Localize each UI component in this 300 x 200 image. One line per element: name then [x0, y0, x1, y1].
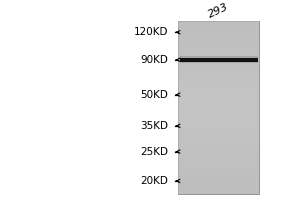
Text: 20KD: 20KD [140, 176, 168, 186]
Bar [178, 33, 259, 36]
Bar [178, 90, 259, 93]
Bar [178, 174, 259, 177]
Bar [178, 188, 259, 191]
Bar [178, 168, 259, 171]
Bar [178, 191, 259, 194]
Bar [178, 159, 259, 162]
Bar [178, 122, 259, 125]
Bar [178, 73, 259, 76]
Bar [178, 67, 259, 70]
Bar [178, 128, 259, 131]
Bar [178, 156, 259, 159]
Bar [178, 30, 259, 33]
Bar [178, 131, 259, 133]
Bar [178, 56, 259, 59]
Bar [178, 151, 259, 154]
Bar [178, 70, 259, 73]
Bar [178, 79, 259, 82]
Bar [178, 145, 259, 148]
Bar [178, 38, 259, 41]
Bar [180, 56, 257, 63]
Bar [178, 50, 259, 53]
Bar [178, 82, 259, 84]
Bar [178, 47, 259, 50]
Bar [178, 139, 259, 142]
Bar [178, 53, 259, 56]
Bar [178, 113, 259, 116]
Bar [178, 102, 259, 105]
Bar [178, 44, 259, 47]
Bar [178, 136, 259, 139]
Bar [178, 142, 259, 145]
Bar [178, 84, 259, 87]
Text: 120KD: 120KD [134, 27, 168, 37]
Bar [178, 182, 259, 185]
Bar [178, 61, 259, 64]
Bar [178, 179, 259, 182]
Text: 293: 293 [207, 1, 230, 19]
Bar [178, 110, 259, 113]
Bar [178, 93, 259, 96]
Bar [178, 148, 259, 151]
Bar [178, 27, 259, 30]
Bar [178, 41, 259, 44]
Bar [178, 105, 259, 108]
Bar [178, 119, 259, 122]
Bar [178, 125, 259, 128]
Bar [178, 99, 259, 102]
Text: 35KD: 35KD [140, 121, 168, 131]
Bar [178, 21, 259, 24]
Bar [178, 87, 259, 90]
Bar [178, 96, 259, 99]
Text: 25KD: 25KD [140, 147, 168, 157]
Bar [178, 165, 259, 168]
Bar [178, 21, 259, 194]
Bar [178, 185, 259, 188]
Bar [178, 76, 259, 79]
Bar [178, 108, 259, 110]
Bar [178, 116, 259, 119]
Bar [178, 24, 259, 27]
Bar [180, 58, 257, 62]
Bar [178, 177, 259, 179]
Text: 90KD: 90KD [140, 55, 168, 65]
Text: 50KD: 50KD [140, 90, 168, 100]
Bar [178, 154, 259, 156]
Bar [178, 36, 259, 38]
Bar [178, 64, 259, 67]
Bar [178, 133, 259, 136]
Bar [178, 171, 259, 174]
Bar [178, 162, 259, 165]
Bar [178, 59, 259, 61]
